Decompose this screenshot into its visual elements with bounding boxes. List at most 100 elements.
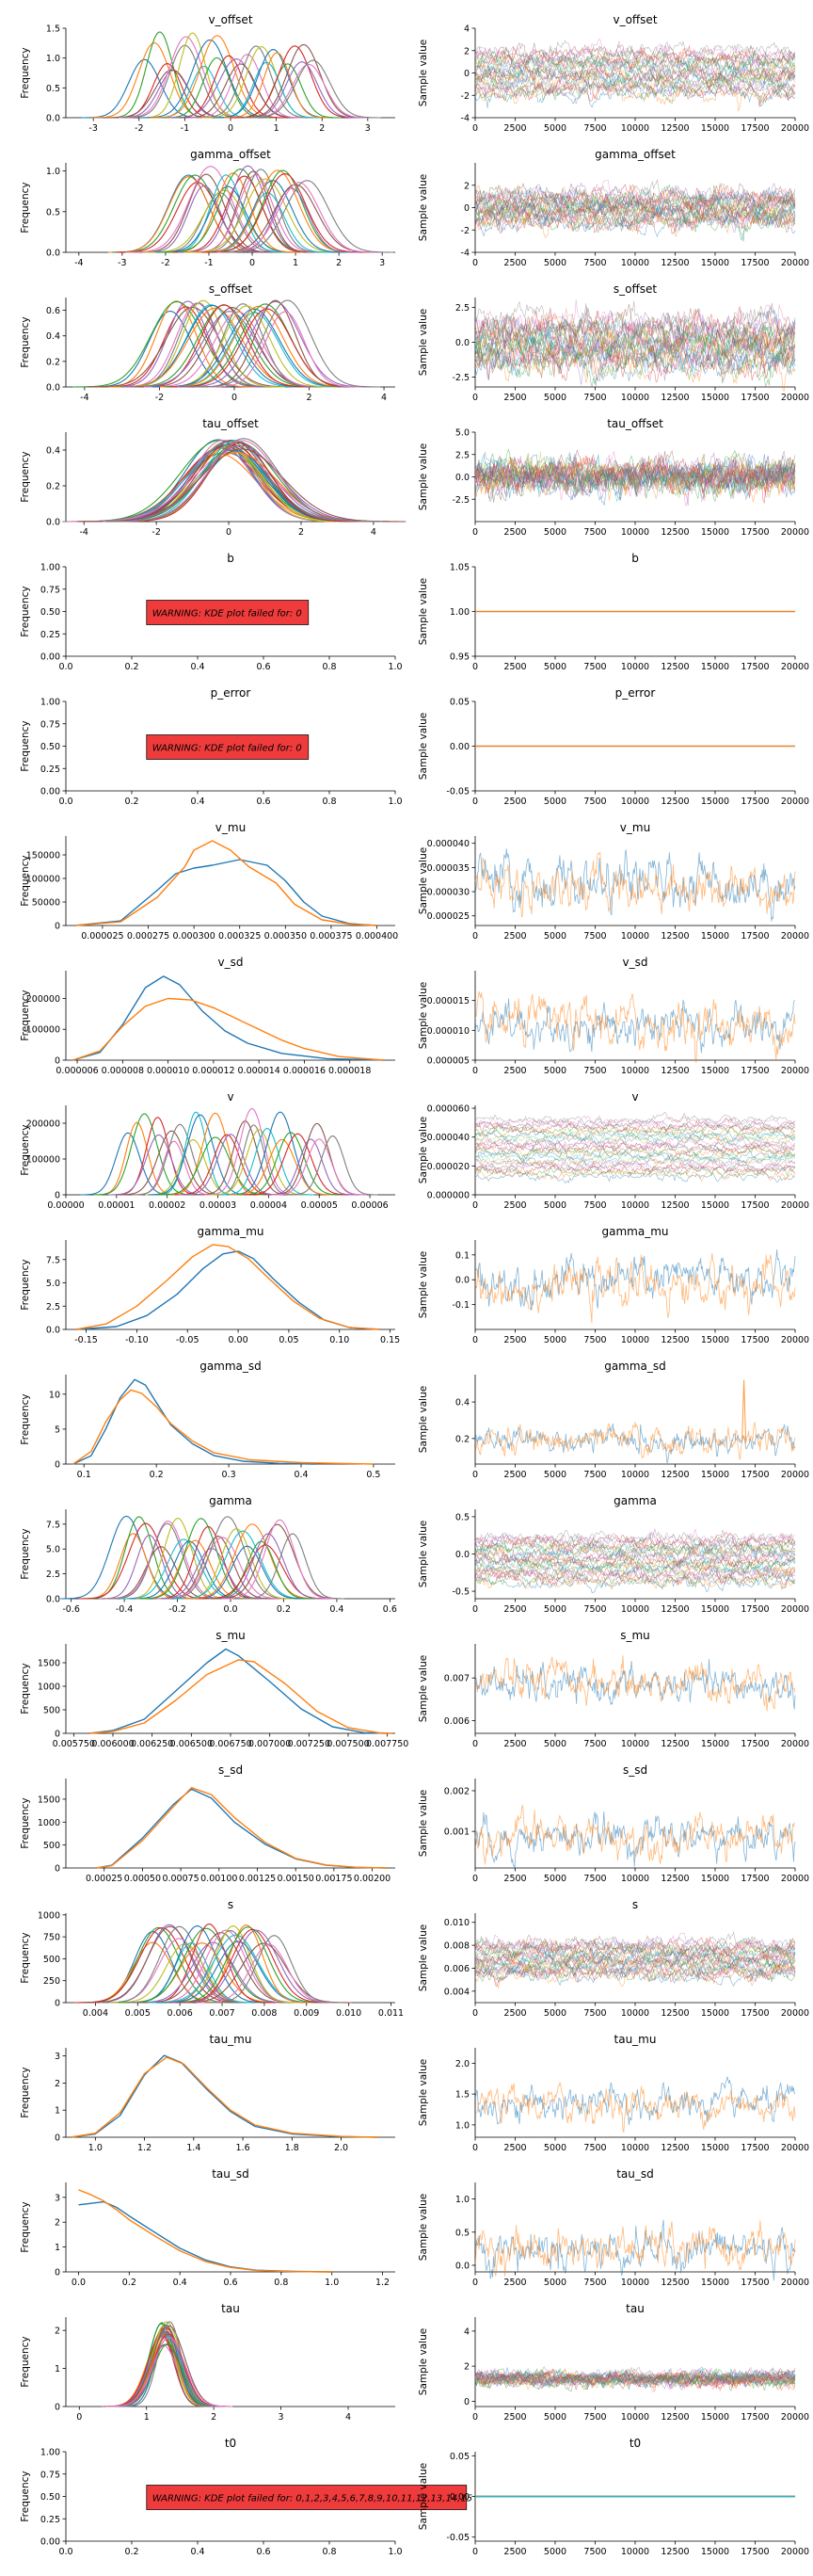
- x-tick-label: 0.011: [378, 2008, 404, 2019]
- x-tick-label: 15000: [701, 2143, 729, 2153]
- x-tick-label: 0.007250: [288, 1739, 330, 1749]
- x-tick-label: 1: [144, 2412, 150, 2423]
- x-tick-label: 5000: [544, 1874, 566, 1884]
- trace-line: [474, 848, 796, 922]
- trace-line: [474, 1141, 795, 1155]
- trace-panel-gamma: gamma 0 2500 5000 7500 10000 12500 15000 17500 20…: [418, 1494, 809, 1615]
- kde-curve: [207, 311, 363, 388]
- x-tick-label: 2500: [503, 123, 526, 134]
- x-tick-label: -1: [181, 123, 189, 134]
- x-tick-label: 0: [472, 2412, 478, 2423]
- x-tick-label: 12500: [661, 258, 689, 268]
- x-tick-label: 0.00004: [250, 1200, 287, 1211]
- y-tick-label: 1.0: [455, 2195, 470, 2205]
- y-tick-label: 1.0: [46, 54, 60, 64]
- y-tick-label: 0.0: [46, 249, 60, 259]
- x-tick-label: 0.2: [124, 797, 138, 807]
- x-tick-label: 0: [249, 258, 255, 268]
- x-tick-label: 7500: [583, 2278, 606, 2288]
- y-tick-label: 0.008: [444, 1941, 470, 1952]
- trace-line: [474, 1147, 796, 1165]
- trace-line: [474, 1940, 796, 1967]
- trace-line: [474, 450, 795, 502]
- x-tick-label: -0.10: [125, 1335, 149, 1345]
- kde-curve: [106, 31, 213, 119]
- y-axis-label: Frequency: [20, 451, 31, 502]
- x-tick-label: 0.000350: [264, 931, 307, 942]
- y-axis-label: Frequency: [20, 2067, 31, 2117]
- x-tick-label: 0.00002: [149, 1200, 185, 1211]
- x-tick-label: 2500: [503, 393, 526, 403]
- y-tick-label: 0.000040: [427, 839, 470, 849]
- trace-line: [474, 81, 796, 112]
- chart-title: gamma: [614, 1494, 657, 1507]
- kde-panel-tau-sd: tau_sd 0.0 0.2 0.4 0.6 0.8 1.0 1.2 0 1 2 3 Frequency: [20, 2167, 395, 2288]
- x-tick-label: 0.00200: [354, 1874, 391, 1884]
- x-tick-label: 0.005: [125, 2008, 151, 2019]
- y-axis-label: Sample value: [418, 2059, 429, 2126]
- y-tick-label: 2.5: [46, 1302, 60, 1312]
- y-tick-label: 750: [43, 1933, 60, 1943]
- y-tick-label: 2: [55, 2326, 60, 2337]
- y-tick-label: 0.2: [46, 482, 60, 492]
- y-tick-label: 1: [55, 2243, 60, 2253]
- x-tick-label: 0: [472, 1874, 478, 1884]
- x-tick-label: 15000: [701, 258, 729, 268]
- kde-panel-t0: t0 0.0 0.2 0.4 0.6 0.8 1.0 0.00 0.25 0.50 0.75 1.00…: [20, 2437, 472, 2557]
- y-tick-label: -4: [461, 249, 470, 259]
- chart-title: v: [227, 1090, 233, 1103]
- chart-title: tau_mu: [614, 2033, 657, 2046]
- trace-line: [474, 1932, 796, 1956]
- chart-title: s_offset: [614, 282, 657, 296]
- y-tick-label: 0.000005: [427, 1056, 470, 1067]
- x-tick-label: 0: [472, 2278, 478, 2288]
- x-tick-label: 15000: [701, 931, 729, 942]
- x-tick-label: 7500: [583, 931, 606, 942]
- y-tick-label: 1500: [38, 1795, 60, 1805]
- chart-title: s_sd: [218, 1763, 243, 1777]
- x-tick-label: 7500: [583, 123, 606, 134]
- chart-title: v_sd: [623, 956, 648, 969]
- x-tick-label: 7500: [583, 2143, 606, 2153]
- kde-curve: [197, 45, 315, 119]
- trace-line: [474, 68, 796, 98]
- kde-curve: [152, 1525, 264, 1600]
- trace-line: [474, 1423, 796, 1464]
- y-tick-label: 0.5: [455, 2228, 470, 2238]
- kde-curve: [81, 58, 208, 119]
- x-tick-label: 2500: [503, 1470, 526, 1480]
- x-tick-label: 0.4: [190, 2547, 204, 2557]
- x-tick-label: 0.2: [124, 662, 138, 672]
- trace-line: [474, 65, 796, 94]
- trace-line: [474, 1140, 796, 1155]
- x-tick-label: 12500: [661, 662, 689, 672]
- x-tick-label: 20000: [781, 2412, 809, 2423]
- x-tick-label: 2500: [503, 662, 526, 672]
- kde-warning-box: [146, 734, 310, 760]
- x-tick-label: -0.6: [62, 1604, 80, 1615]
- chart-title: b: [227, 552, 234, 565]
- kde-curve: [107, 300, 269, 388]
- kde-curve: [271, 1138, 367, 1196]
- x-tick-label: 20000: [781, 2547, 809, 2557]
- trace-line: [474, 1160, 796, 1175]
- trace-line: [474, 185, 796, 221]
- y-tick-label: 200000: [26, 994, 60, 1005]
- x-tick-label: 3: [279, 2412, 284, 2423]
- x-tick-label: 15000: [701, 1874, 729, 1884]
- y-tick-label: 0.75: [40, 719, 60, 730]
- x-tick-label: 5000: [544, 2547, 566, 2557]
- y-axis-label: Frequency: [20, 1663, 31, 1714]
- x-tick-label: 20000: [781, 1066, 809, 1076]
- trace-line: [474, 1658, 796, 1710]
- trace-line: [474, 1566, 796, 1588]
- trace-panel-t0: t0 0 2500 5000 7500 10000 12500 15000 17500 20000…: [418, 2437, 809, 2557]
- y-tick-label: 2: [55, 2079, 60, 2089]
- trace-line: [474, 1421, 796, 1460]
- trace-line: [474, 998, 796, 1054]
- trace-line: [474, 2367, 796, 2387]
- x-tick-label: 0: [472, 2143, 478, 2153]
- x-tick-label: 0.8: [322, 2547, 336, 2557]
- x-tick-label: 3: [365, 123, 371, 134]
- x-tick-label: 0: [231, 393, 237, 403]
